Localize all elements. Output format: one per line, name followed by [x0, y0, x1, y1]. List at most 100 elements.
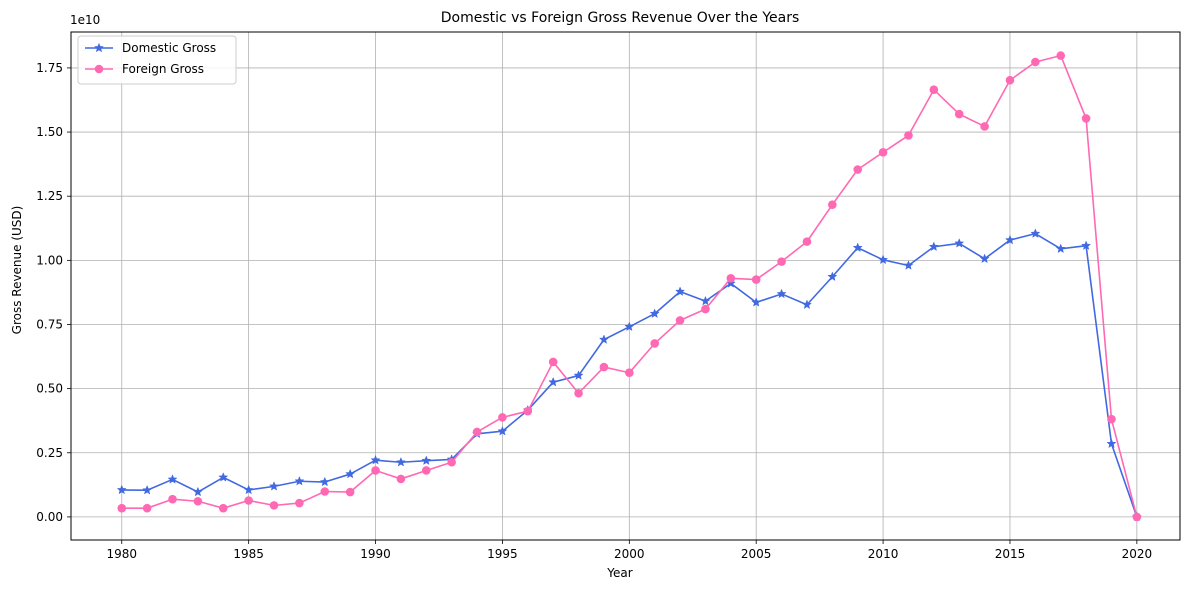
data-point-foreign-gross — [371, 466, 380, 475]
x-axis-ticks: 1980 1985 1990 1995 2000 2005 2010 2015 2020 — [106, 540, 1152, 561]
series-foreign-gross — [117, 51, 1142, 522]
data-point-domestic-gross — [776, 288, 787, 299]
chart-title: Domestic vs Foreign Gross Revenue Over t… — [441, 10, 800, 26]
data-point-domestic-gross — [979, 253, 990, 264]
legend-label-foreign-gross: Foreign Gross — [122, 62, 204, 76]
data-point-domestic-gross — [1081, 240, 1092, 250]
data-point-domestic-gross — [294, 475, 305, 486]
y-tick-label: 1.25 — [36, 189, 63, 203]
series-layer — [116, 51, 1142, 522]
y-axis-offset-label: 1e10 — [70, 13, 100, 27]
data-point-foreign-gross — [142, 503, 152, 513]
data-point-foreign-gross — [574, 388, 583, 398]
data-point-domestic-gross — [497, 425, 508, 436]
data-point-foreign-gross — [1132, 512, 1142, 522]
data-point-foreign-gross — [498, 413, 507, 422]
data-point-foreign-gross — [421, 466, 431, 475]
data-point-foreign-gross — [599, 362, 609, 372]
data-point-foreign-gross — [295, 498, 304, 508]
data-point-domestic-gross — [548, 376, 559, 387]
data-point-domestic-gross — [675, 286, 686, 296]
y-tick-label: 1.00 — [36, 253, 63, 267]
x-tick-label: 2010 — [868, 547, 899, 561]
y-axis-title: Gross Revenue (USD) — [10, 206, 24, 335]
data-point-domestic-gross — [598, 334, 609, 344]
data-point-foreign-gross — [548, 357, 558, 367]
data-point-foreign-gross — [853, 165, 863, 174]
x-tick-label: 1985 — [233, 547, 264, 561]
data-point-domestic-gross — [142, 484, 153, 495]
data-point-domestic-gross — [928, 241, 939, 252]
y-tick-label: 1.50 — [36, 125, 63, 139]
x-tick-label: 2015 — [995, 547, 1026, 561]
data-point-foreign-gross — [218, 503, 228, 513]
data-point-foreign-gross — [345, 487, 355, 497]
grid — [71, 32, 1180, 540]
data-point-foreign-gross — [1107, 414, 1116, 424]
data-point-foreign-gross — [980, 122, 989, 131]
data-point-foreign-gross — [193, 496, 203, 506]
legend: Domestic Gross Foreign Gross — [77, 35, 237, 85]
data-point-foreign-gross — [802, 237, 812, 246]
data-point-foreign-gross — [1005, 75, 1015, 85]
data-point-domestic-gross — [878, 254, 889, 265]
x-tick-label: 2020 — [1122, 547, 1153, 561]
data-point-domestic-gross — [370, 454, 381, 465]
x-tick-label: 2000 — [614, 547, 645, 561]
data-point-foreign-gross — [751, 275, 761, 284]
data-point-domestic-gross — [649, 308, 660, 318]
data-point-domestic-gross — [395, 456, 406, 467]
data-point-foreign-gross — [523, 406, 533, 416]
x-tick-label: 1995 — [487, 547, 518, 561]
legend-marker-foreign-gross — [94, 64, 104, 74]
data-point-domestic-gross — [852, 242, 863, 253]
y-tick-label: 0.25 — [36, 446, 63, 460]
data-point-domestic-gross — [903, 260, 914, 270]
data-point-foreign-gross — [904, 131, 913, 140]
data-point-foreign-gross — [954, 109, 964, 119]
data-point-domestic-gross — [827, 271, 838, 282]
data-point-foreign-gross — [1056, 51, 1066, 60]
data-point-domestic-gross — [1030, 228, 1041, 238]
series-domestic-gross — [116, 228, 1142, 522]
data-point-domestic-gross — [624, 321, 635, 332]
data-point-foreign-gross — [269, 501, 279, 510]
data-point-foreign-gross — [878, 148, 888, 157]
data-point-domestic-gross — [167, 474, 178, 484]
data-point-foreign-gross — [447, 457, 456, 467]
data-point-domestic-gross — [243, 484, 254, 495]
data-point-foreign-gross — [929, 85, 939, 95]
data-point-foreign-gross — [675, 316, 685, 325]
data-point-foreign-gross — [1031, 57, 1040, 67]
data-point-domestic-gross — [319, 476, 330, 487]
data-point-foreign-gross — [701, 304, 710, 314]
y-tick-label: 0.00 — [36, 510, 63, 524]
data-point-foreign-gross — [320, 487, 330, 496]
data-point-foreign-gross — [1081, 114, 1091, 123]
data-point-foreign-gross — [244, 496, 253, 505]
data-point-domestic-gross — [954, 238, 965, 248]
data-point-domestic-gross — [345, 468, 356, 479]
x-tick-label: 2005 — [741, 547, 772, 561]
data-point-domestic-gross — [573, 370, 584, 380]
y-tick-label: 0.50 — [36, 382, 63, 396]
data-point-foreign-gross — [650, 339, 659, 348]
data-point-domestic-gross — [700, 295, 711, 306]
data-point-foreign-gross — [726, 274, 736, 283]
data-point-domestic-gross — [751, 297, 762, 307]
data-point-domestic-gross — [218, 472, 229, 482]
data-point-foreign-gross — [396, 474, 406, 484]
data-point-foreign-gross — [472, 427, 482, 437]
data-point-domestic-gross — [421, 455, 432, 465]
legend-label-domestic-gross: Domestic Gross — [122, 41, 216, 55]
plot-frame — [70, 31, 1181, 541]
y-axis-ticks: 0.00 0.25 0.50 0.75 1.00 1.25 1.50 1.75 — [36, 61, 71, 524]
data-point-domestic-gross — [116, 484, 127, 495]
data-point-domestic-gross — [192, 486, 203, 497]
x-tick-label: 1990 — [360, 547, 391, 561]
x-axis-title: Year — [606, 566, 632, 580]
data-point-domestic-gross — [1004, 234, 1016, 245]
data-point-domestic-gross — [1106, 438, 1117, 449]
